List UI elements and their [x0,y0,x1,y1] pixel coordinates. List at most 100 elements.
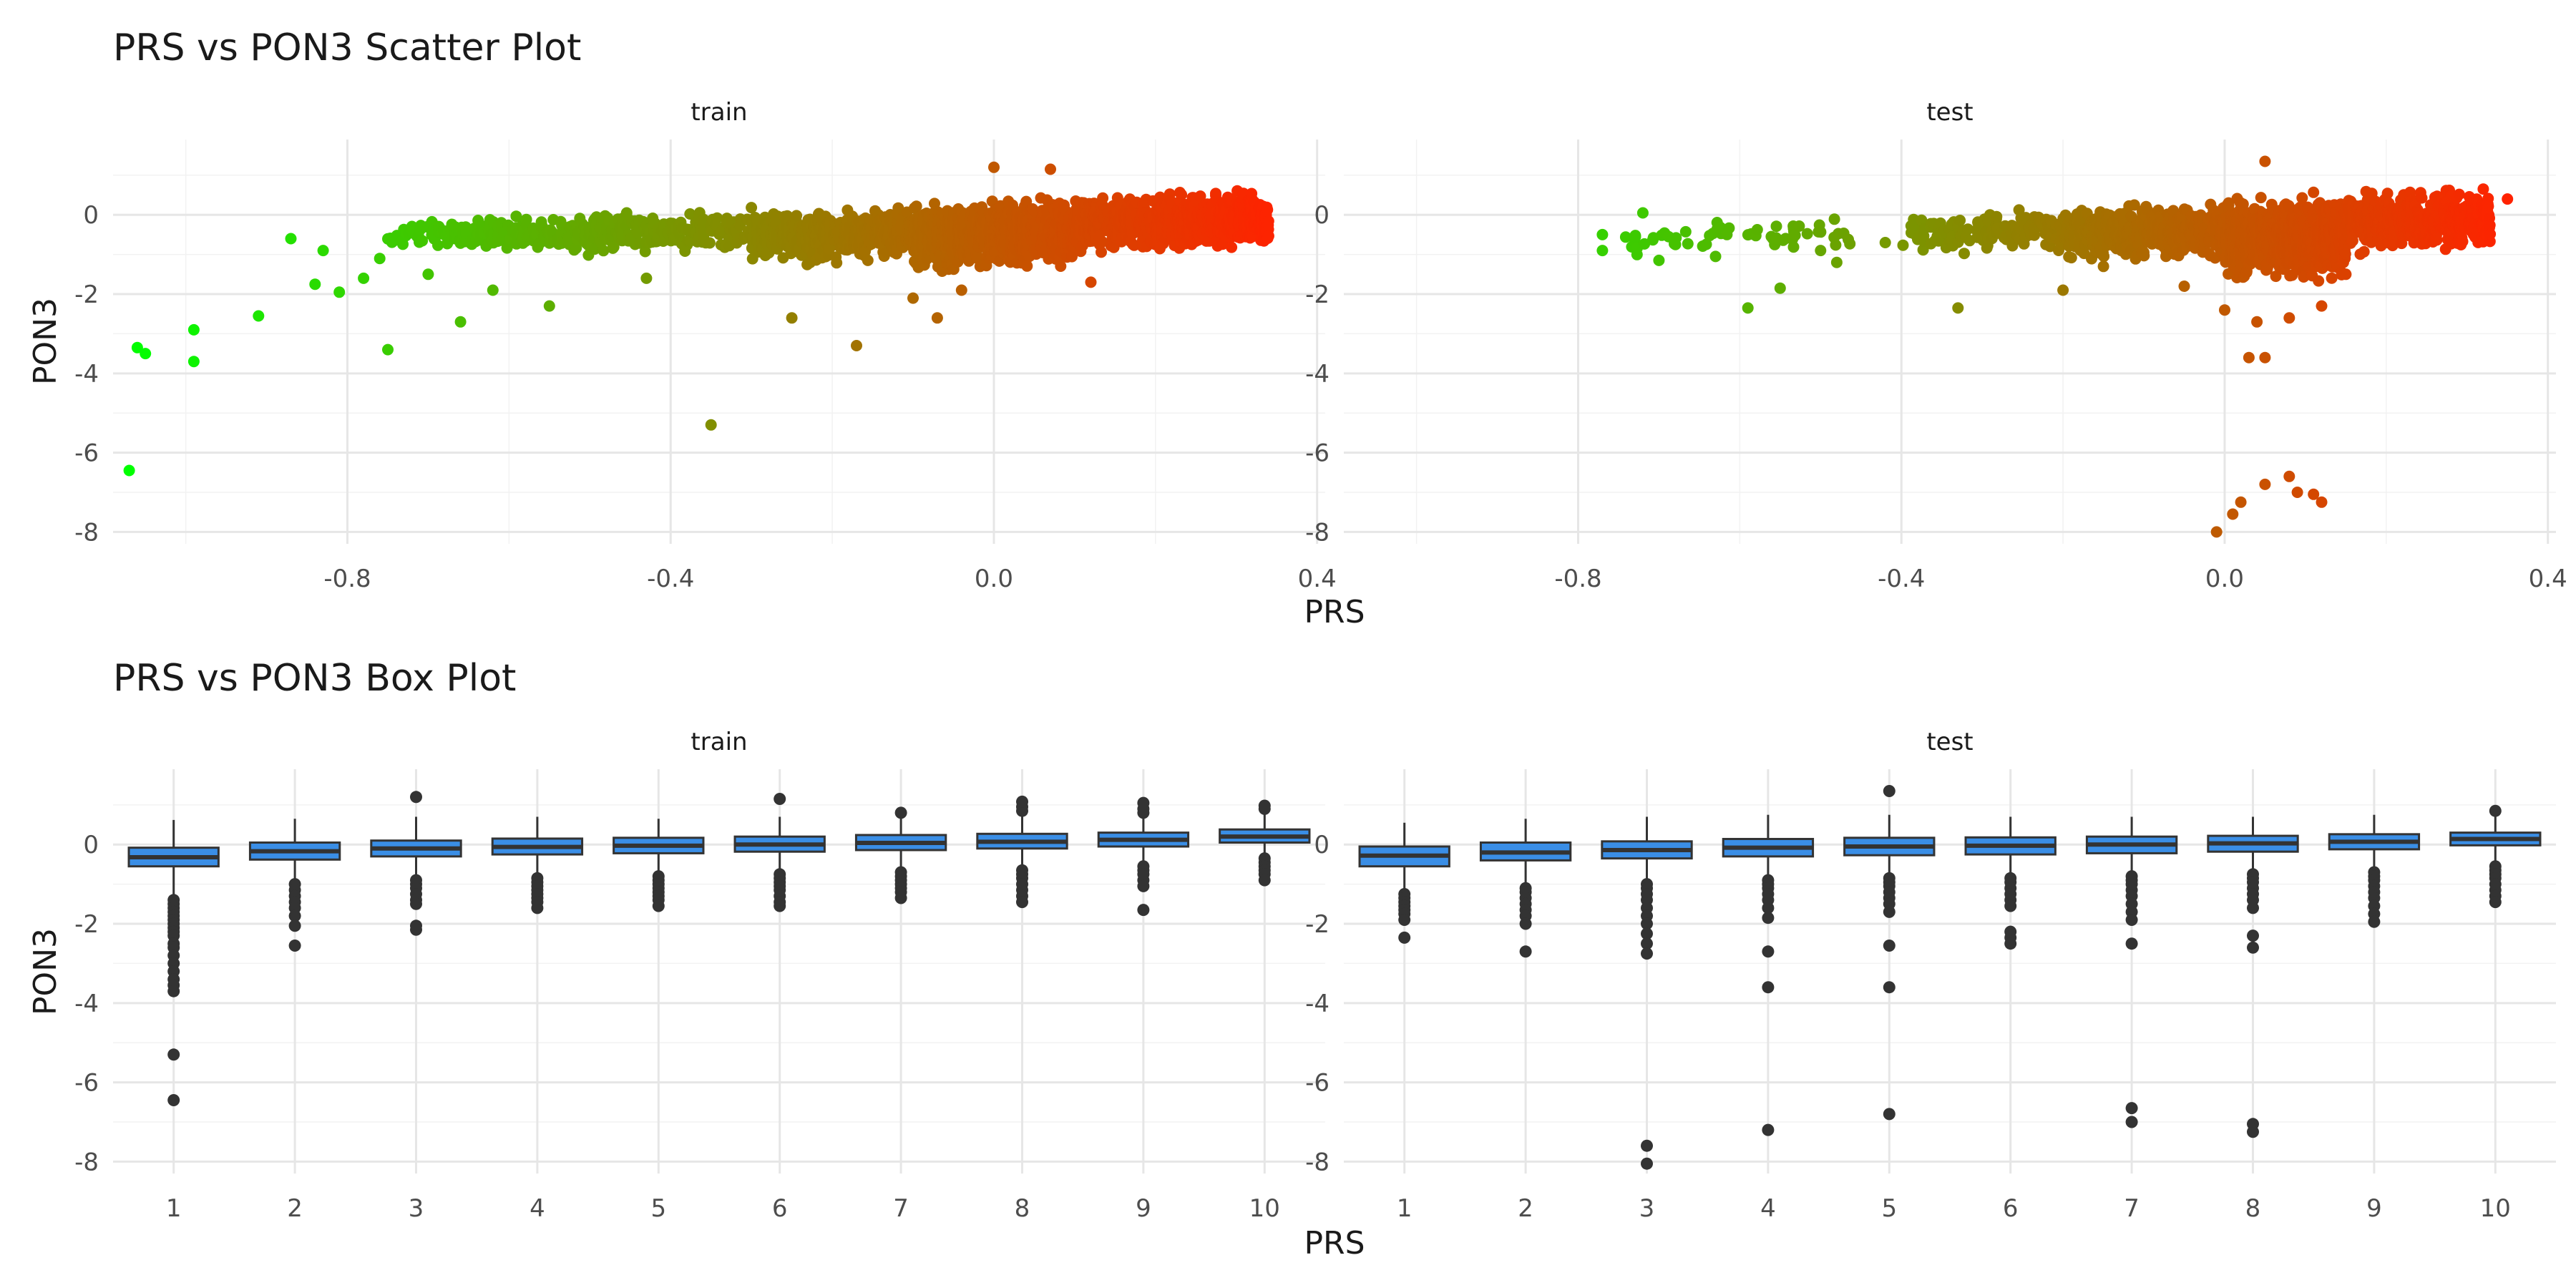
facet-strip-label: train [691,728,747,756]
scatter-point [2431,234,2443,246]
scatter-point [2235,496,2247,508]
scatter-point [2178,280,2190,292]
scatter-point [1723,222,1735,234]
x-tick-label: 6 [772,1194,788,1223]
scatter-point [510,210,522,223]
x-tick-label: -0.8 [323,565,371,593]
scatter-point [1815,226,1827,238]
scatter-point [639,245,651,258]
scatter-point [1596,228,1609,240]
scatter-point [711,212,723,224]
scatter-point [2259,155,2271,167]
scatter-point [397,238,409,250]
scatter-point [2227,508,2239,520]
scatter-point [422,268,434,280]
scatter-point [1262,204,1274,215]
scatter-point [2457,235,2469,248]
scatter-point [640,272,653,284]
scatter-point [2259,351,2271,364]
scatter-point [1045,163,1056,175]
scatter-point [1653,254,1665,266]
scatter-point [285,233,297,245]
scatter-point [1596,245,1609,257]
scatter-point [931,312,943,324]
scatter-point [1770,220,1782,233]
y-tick-label: 0 [83,831,99,859]
facet-strip-label: test [1926,98,1973,127]
y-tick-label: 0 [1314,201,1330,230]
outlier-point [288,919,301,932]
scatter-point [1096,246,1107,258]
facet-strip-label: train [691,98,747,127]
scatter-point [253,310,265,322]
scatter-point [131,341,143,353]
scatter-point [358,272,370,284]
scatter-point [2358,245,2370,258]
scatter-point [746,202,758,214]
scatter-point [2251,316,2263,328]
scatter-point [2313,275,2325,287]
scatter-point [543,300,555,312]
scatter-point [1774,282,1786,294]
x-tick-label: 2 [287,1194,303,1223]
x-tick-label: 0.0 [975,565,1013,593]
scatter-point [2326,272,2338,284]
box-y-axis-label: PON3 [27,928,64,1015]
scatter-point [1751,224,1763,235]
scatter-point [1176,189,1188,200]
scatter-point [1958,248,1970,260]
x-tick-label: -0.4 [1878,565,1925,593]
x-tick-label: -0.4 [647,565,694,593]
scatter-point [862,254,874,266]
scatter-point [597,245,610,257]
scatter-point [1636,207,1649,219]
scatter-point [1742,302,1754,314]
scatter-point [703,237,716,249]
scatter-point [2340,268,2352,280]
scatter-point [851,340,862,351]
scatter-point [2283,312,2296,324]
scatter-point [786,312,798,324]
y-tick-label: -6 [1305,439,1330,468]
scatter-point [454,316,467,328]
scatter-x-axis-label: PRS [1304,594,1365,630]
y-tick-label: -6 [74,1069,99,1098]
outlier-point [894,892,907,904]
scatter-point [1828,213,1840,225]
outlier-point [288,940,301,952]
outlier-point [774,899,786,912]
y-tick-label: -4 [1305,360,1330,389]
outlier-point [167,1048,180,1061]
x-tick-label: 0.4 [2529,565,2567,593]
scatter-point [1679,225,1692,238]
x-tick-label: 0.0 [2205,565,2244,593]
y-tick-label: -2 [74,280,99,309]
scatter-point [2219,304,2230,316]
scatter-point [1815,245,1827,257]
scatter-point [1844,238,1856,250]
scatter-point [705,419,717,431]
scatter-point [382,343,394,356]
scatter-point [910,200,922,213]
y-tick-label: -2 [1305,280,1330,309]
scatter-point [1879,237,1891,248]
scatter-point [955,284,967,296]
scatter-point [1991,210,2003,223]
y-tick-label: -8 [74,518,99,547]
scatter-point [1021,260,1033,272]
x-tick-label: 5 [650,1194,666,1223]
y-tick-label: -4 [74,990,99,1018]
x-tick-label: 4 [530,1194,545,1223]
outlier-point [894,806,907,819]
outlier-point [167,1094,180,1106]
x-tick-label: 10 [1249,1194,1280,1223]
x-tick-label: 1 [166,1194,182,1223]
x-tick-label: 8 [1015,1194,1030,1223]
scatter-plot-title: PRS vs PON3 Scatter Plot [113,26,581,69]
scatter-point [1226,241,1238,253]
scatter-point [1830,256,1843,268]
scatter-point [892,202,904,214]
y-tick-label: 0 [83,201,99,230]
